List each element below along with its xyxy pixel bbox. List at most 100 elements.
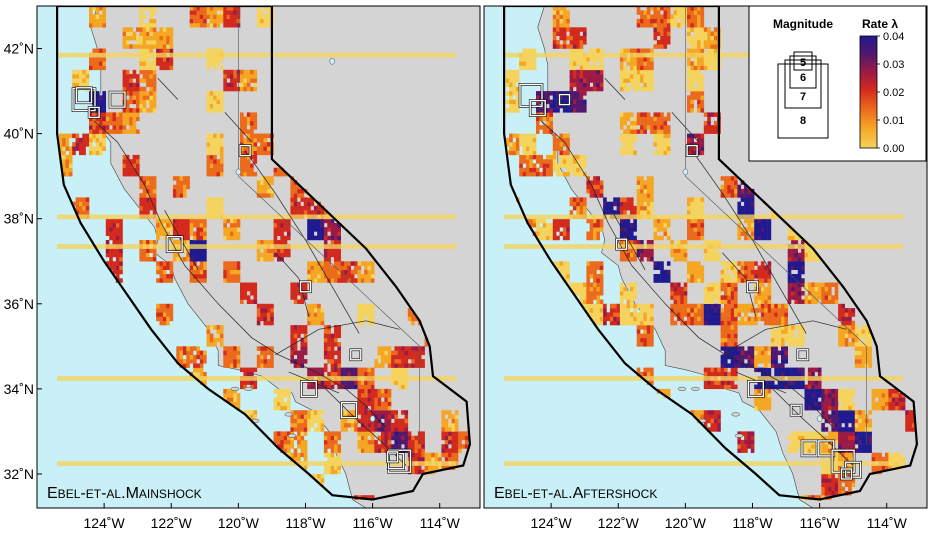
rate-cell [411, 354, 415, 360]
rate-cell [519, 159, 523, 164]
rate-cell [824, 435, 829, 441]
rate-cell [844, 452, 849, 458]
rate-cell [377, 427, 382, 432]
rate-cell [139, 23, 143, 28]
rate-cell [152, 57, 157, 62]
rate-cell [223, 346, 227, 351]
rate-cell [838, 312, 842, 317]
rate-cell [270, 193, 274, 198]
rate-cell [734, 303, 738, 309]
rate-cell [807, 371, 812, 377]
rate-cell [643, 333, 647, 339]
rate-cell [317, 223, 321, 228]
rate-cell [233, 265, 237, 270]
rate-cell [770, 354, 775, 360]
rate-cell [102, 129, 106, 134]
rate-cell [152, 65, 157, 71]
rate-cell [414, 439, 419, 445]
rate-cell [297, 363, 301, 368]
rate-cell [636, 337, 641, 343]
rate-cell [280, 257, 284, 262]
rate-cell [226, 350, 231, 356]
rate-cell [327, 380, 331, 385]
rate-cell [330, 337, 335, 343]
rate-cell [784, 329, 788, 334]
rate-cell [824, 291, 829, 296]
rate-cell [807, 435, 812, 441]
rate-cell [320, 265, 325, 270]
rate-cell [370, 495, 375, 500]
longitude-ticks: 124˚W 122˚W 120˚W 118˚W 116˚W 114˚W [84, 503, 461, 531]
rate-cell [646, 210, 651, 215]
rate-cell [193, 14, 197, 19]
rate-cell [404, 431, 409, 436]
rate-cell [787, 252, 792, 258]
rate-cell [760, 295, 765, 300]
rate-cell [871, 388, 876, 394]
rate-cell [317, 418, 321, 424]
rate-cell [139, 44, 143, 49]
rate-cell [630, 282, 634, 287]
rate-cell [122, 40, 127, 45]
rate-cell [360, 367, 365, 373]
rate-cell [350, 367, 355, 373]
rate-cell [767, 308, 772, 313]
rate-cell [828, 388, 832, 394]
rate-cell [209, 163, 214, 168]
rate-cell [256, 133, 261, 139]
rate-cell [344, 422, 348, 428]
rate-cell [206, 103, 211, 109]
rate-cell [310, 422, 315, 428]
rate-cell [656, 218, 661, 224]
rate-cell [233, 269, 237, 275]
rate-cell [360, 405, 365, 411]
rate-cell [176, 223, 180, 228]
rate-cell [623, 312, 627, 317]
rate-cell [724, 384, 728, 390]
rate-cell [139, 257, 143, 262]
rate-cell [841, 478, 845, 483]
rate-cell [737, 439, 741, 445]
rate-cell [811, 397, 815, 402]
rate-cell [92, 61, 96, 66]
rate-cell [817, 380, 822, 385]
rate-cell [760, 299, 765, 304]
rate-cell [146, 180, 150, 185]
rate-cell [129, 129, 133, 134]
rate-cells [57, 6, 469, 500]
rate-cell [129, 116, 133, 122]
rate-cell [149, 27, 153, 32]
rate-cell [303, 359, 308, 364]
rate-cell [536, 223, 540, 228]
rate-cell [734, 371, 738, 377]
rate-cell [737, 435, 741, 441]
rate-cell [724, 193, 728, 198]
rate-cell [142, 103, 147, 109]
rate-cell [854, 359, 859, 364]
rate-cell [532, 167, 537, 173]
rate-cell [384, 393, 388, 398]
rate-cell [552, 218, 557, 224]
rate-cell [458, 444, 462, 449]
rate-cell [99, 129, 103, 134]
rate-cell [68, 150, 73, 156]
rate-cell [337, 235, 341, 241]
rate-cell [196, 354, 200, 360]
rate-cell [115, 252, 120, 258]
rate-cell [791, 367, 795, 373]
rate-cell [82, 146, 86, 151]
rate-cell [209, 201, 214, 207]
rate-cell [213, 23, 217, 28]
rate-cell [643, 325, 647, 330]
rate-cell [448, 435, 452, 441]
rate-cell [320, 384, 325, 390]
rate-cell [858, 414, 862, 419]
rate-cell [838, 337, 842, 343]
rate-cell [125, 129, 130, 134]
rate-cell [112, 125, 117, 130]
rate-cell [700, 231, 705, 236]
rate-cell [724, 176, 728, 181]
rate-cell [307, 274, 311, 279]
rate-cell [717, 422, 721, 428]
rate-cell [381, 422, 385, 428]
